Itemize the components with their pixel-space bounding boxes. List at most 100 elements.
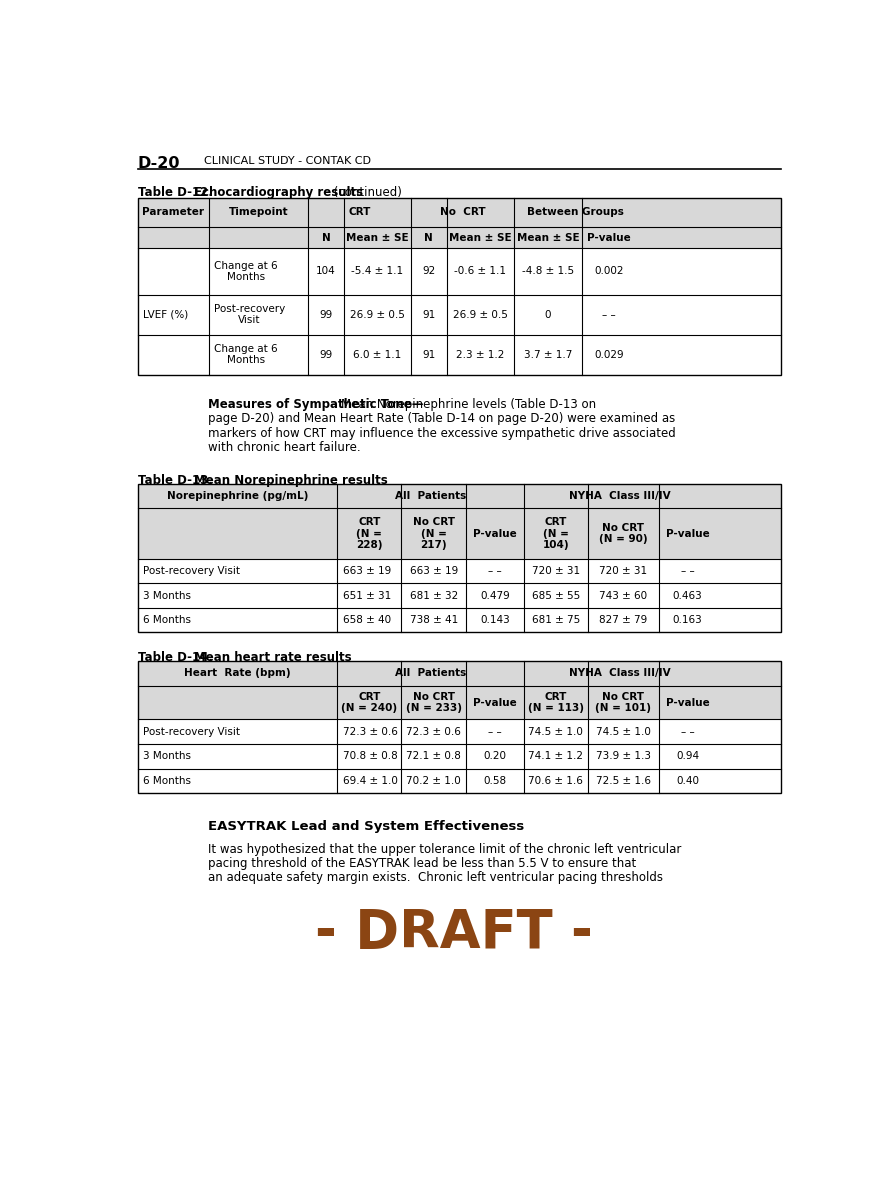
Text: 3 Months: 3 Months [143, 751, 191, 762]
Text: 72.3 ± 0.6: 72.3 ± 0.6 [406, 727, 461, 737]
Text: Table D-12.: Table D-12. [138, 186, 212, 199]
Text: 827 ± 79: 827 ± 79 [599, 615, 648, 626]
Text: Heart  Rate (bpm): Heart Rate (bpm) [184, 669, 291, 678]
Text: Timepoint: Timepoint [228, 208, 289, 217]
Text: 0.143: 0.143 [480, 615, 510, 626]
Bar [138, 484, 781, 509]
Text: -0.6 ± 1.1: -0.6 ± 1.1 [454, 266, 506, 277]
Text: LVEF (%): LVEF (%) [143, 309, 189, 320]
Text: 3.7 ± 1.7: 3.7 ± 1.7 [524, 350, 572, 359]
Text: Mean ± SE: Mean ± SE [346, 233, 409, 242]
Text: 0.002: 0.002 [594, 266, 624, 277]
Text: Mean heart rate results: Mean heart rate results [194, 651, 351, 664]
Text: 72.3 ± 0.6: 72.3 ± 0.6 [342, 727, 397, 737]
Text: Mean ± SE: Mean ± SE [517, 233, 579, 242]
Text: Between Groups: Between Groups [527, 208, 624, 217]
Text: CRT
(N =
228): CRT (N = 228) [356, 517, 382, 550]
Text: 99: 99 [319, 309, 333, 320]
Bar [138, 227, 781, 248]
Bar [138, 685, 781, 720]
Text: It was hypothesized that the upper tolerance limit of the chronic left ventricul: It was hypothesized that the upper toler… [207, 843, 681, 856]
Text: 0.029: 0.029 [594, 350, 624, 359]
Text: 0.479: 0.479 [480, 591, 510, 601]
Bar [138, 197, 781, 227]
Text: -5.4 ± 1.1: -5.4 ± 1.1 [351, 266, 404, 277]
Text: N: N [425, 233, 433, 242]
Text: - DRAFT -: - DRAFT - [315, 907, 592, 960]
Text: – –: – – [602, 309, 616, 320]
Text: 0: 0 [544, 309, 551, 320]
Text: Change at 6
Months: Change at 6 Months [214, 344, 278, 365]
Text: 91: 91 [422, 350, 435, 359]
Text: pacing threshold of the EASYTRAK lead be less than 5.5 V to ensure that: pacing threshold of the EASYTRAK lead be… [207, 857, 635, 870]
Text: – –: – – [488, 566, 502, 576]
Text: 658 ± 40: 658 ± 40 [342, 615, 390, 626]
Text: P-value: P-value [666, 697, 710, 708]
Text: N: N [321, 233, 330, 242]
Bar [138, 509, 781, 559]
Text: 3 Months: 3 Months [143, 591, 191, 601]
Text: CLINICAL STUDY - CONTAK CD: CLINICAL STUDY - CONTAK CD [204, 156, 371, 166]
Text: 99: 99 [319, 350, 333, 359]
Text: All  Patients: All Patients [395, 491, 466, 501]
Text: markers of how CRT may influence the excessive sympathetic drive associated: markers of how CRT may influence the exc… [207, 426, 675, 439]
Text: 70.2 ± 1.0: 70.2 ± 1.0 [406, 776, 461, 786]
Text: CRT
(N = 240): CRT (N = 240) [342, 691, 397, 713]
Text: NYHA  Class III/IV: NYHA Class III/IV [569, 491, 671, 501]
Text: 0.163: 0.163 [673, 615, 703, 626]
Text: NYHA  Class III/IV: NYHA Class III/IV [569, 669, 671, 678]
Text: Parameter: Parameter [142, 208, 204, 217]
Text: CRT
(N = 113): CRT (N = 113) [527, 691, 584, 713]
Text: 70.8 ± 0.8: 70.8 ± 0.8 [342, 751, 397, 762]
Text: No CRT
(N = 90): No CRT (N = 90) [599, 523, 648, 544]
Text: No CRT
(N =
217): No CRT (N = 217) [412, 517, 455, 550]
Text: Mean Norepinephrine results: Mean Norepinephrine results [194, 474, 388, 487]
Text: No CRT
(N = 233): No CRT (N = 233) [405, 691, 462, 713]
Text: 26.9 ± 0.5: 26.9 ± 0.5 [350, 309, 404, 320]
Text: 0.58: 0.58 [483, 776, 506, 786]
Text: 6 Months: 6 Months [143, 776, 191, 786]
Text: CRT: CRT [349, 208, 371, 217]
Text: (continued): (continued) [329, 186, 402, 199]
Text: Change at 6
Months: Change at 6 Months [214, 260, 278, 282]
Text: 663 ± 19: 663 ± 19 [410, 566, 458, 576]
Text: 0.20: 0.20 [483, 751, 506, 762]
Text: 720 ± 31: 720 ± 31 [599, 566, 648, 576]
Text: 72.1 ± 0.8: 72.1 ± 0.8 [406, 751, 461, 762]
Text: EASYTRAK Lead and System Effectiveness: EASYTRAK Lead and System Effectiveness [207, 819, 524, 832]
Text: 72.5 ± 1.6: 72.5 ± 1.6 [596, 776, 650, 786]
Text: 685 ± 55: 685 ± 55 [532, 591, 580, 601]
Text: 6.0 ± 1.1: 6.0 ± 1.1 [353, 350, 402, 359]
Text: P-value: P-value [473, 697, 517, 708]
Text: 663 ± 19: 663 ± 19 [342, 566, 391, 576]
Bar [138, 197, 781, 375]
Text: an adequate safety margin exists.  Chronic left ventricular pacing thresholds: an adequate safety margin exists. Chroni… [207, 872, 663, 885]
Text: 6 Months: 6 Months [143, 615, 191, 626]
Text: Norepinephrine (pg/mL): Norepinephrine (pg/mL) [166, 491, 308, 501]
Text: 104: 104 [316, 266, 335, 277]
Text: page D-20) and Mean Heart Rate (Table D-14 on page D-20) were examined as: page D-20) and Mean Heart Rate (Table D-… [207, 412, 674, 425]
Text: Post-recovery Visit: Post-recovery Visit [143, 727, 240, 737]
Text: 74.5 ± 1.0: 74.5 ± 1.0 [596, 727, 650, 737]
Text: 743 ± 60: 743 ± 60 [599, 591, 648, 601]
Text: 738 ± 41: 738 ± 41 [410, 615, 458, 626]
Text: Echocardiography results: Echocardiography results [194, 186, 363, 199]
Text: 720 ± 31: 720 ± 31 [532, 566, 580, 576]
Text: 681 ± 75: 681 ± 75 [532, 615, 580, 626]
Text: 92: 92 [422, 266, 435, 277]
Text: 91: 91 [422, 309, 435, 320]
Text: 651 ± 31: 651 ± 31 [342, 591, 391, 601]
Text: P-value: P-value [666, 529, 710, 538]
Text: 0.463: 0.463 [673, 591, 703, 601]
Text: P-value: P-value [587, 233, 631, 242]
Text: – –: – – [488, 727, 502, 737]
Text: CRT
(N =
104): CRT (N = 104) [543, 517, 569, 550]
Bar [138, 661, 781, 685]
Text: – –: – – [681, 727, 695, 737]
Text: 26.9 ± 0.5: 26.9 ± 0.5 [453, 309, 508, 320]
Text: Table D-14.: Table D-14. [138, 651, 212, 664]
Text: Measures of Sympathetic Tone—: Measures of Sympathetic Tone— [207, 398, 423, 411]
Text: Post-recovery
Visit: Post-recovery Visit [214, 303, 285, 326]
Text: 2.3 ± 1.2: 2.3 ± 1.2 [456, 350, 504, 359]
Text: 73.9 ± 1.3: 73.9 ± 1.3 [596, 751, 650, 762]
